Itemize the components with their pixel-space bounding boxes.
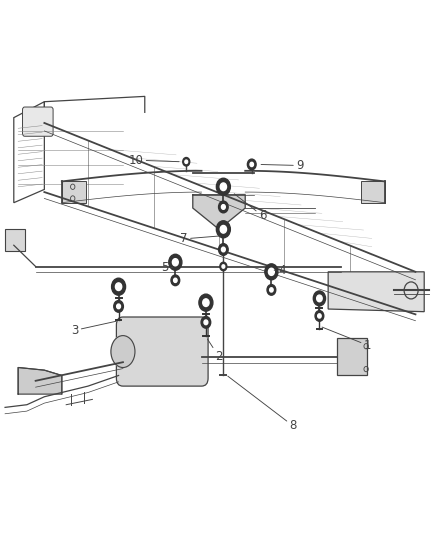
Circle shape (185, 160, 187, 164)
Circle shape (265, 264, 278, 280)
Circle shape (201, 317, 211, 328)
Circle shape (268, 268, 274, 276)
Circle shape (222, 247, 225, 252)
Circle shape (247, 159, 256, 169)
Circle shape (117, 304, 120, 309)
Circle shape (216, 178, 230, 195)
Circle shape (114, 301, 124, 312)
Circle shape (220, 225, 226, 233)
Bar (361, 181, 385, 203)
Bar (337, 338, 367, 375)
FancyBboxPatch shape (22, 107, 53, 136)
Circle shape (315, 311, 324, 321)
Circle shape (216, 221, 230, 238)
Text: 1: 1 (322, 327, 371, 352)
Text: 8: 8 (228, 376, 297, 432)
Circle shape (171, 275, 180, 286)
Bar (5, 229, 25, 251)
Text: 9: 9 (261, 159, 304, 172)
Circle shape (318, 314, 321, 318)
Circle shape (183, 158, 190, 166)
Polygon shape (328, 272, 424, 312)
Text: 3: 3 (71, 321, 116, 337)
Circle shape (222, 265, 225, 268)
Circle shape (267, 285, 276, 295)
Text: 2: 2 (208, 339, 223, 364)
FancyBboxPatch shape (117, 317, 208, 386)
Circle shape (219, 201, 228, 213)
Circle shape (112, 278, 126, 295)
Circle shape (116, 283, 122, 290)
Circle shape (203, 299, 209, 306)
Circle shape (173, 278, 177, 282)
Circle shape (204, 320, 208, 325)
Text: 7: 7 (180, 232, 221, 245)
Circle shape (199, 294, 213, 311)
Circle shape (220, 183, 226, 191)
Circle shape (169, 254, 182, 270)
Circle shape (317, 295, 322, 302)
Circle shape (222, 205, 225, 209)
Polygon shape (18, 368, 62, 394)
Polygon shape (193, 195, 245, 229)
Text: 4: 4 (274, 264, 286, 277)
Circle shape (270, 288, 273, 292)
Text: 10: 10 (129, 154, 179, 167)
Ellipse shape (111, 336, 135, 368)
Circle shape (220, 262, 227, 271)
Bar (62, 181, 86, 203)
Circle shape (219, 244, 228, 255)
Circle shape (250, 163, 254, 166)
Text: 6: 6 (234, 194, 266, 222)
Circle shape (313, 291, 325, 306)
Circle shape (173, 259, 178, 266)
Text: 5: 5 (161, 261, 173, 274)
